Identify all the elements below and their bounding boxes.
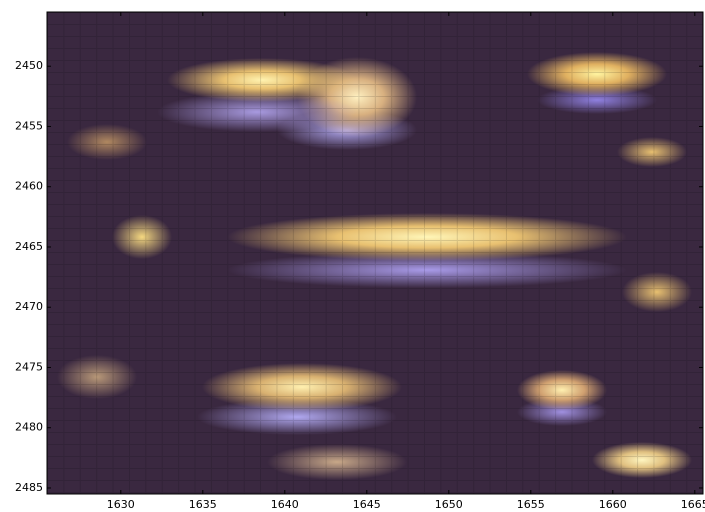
x-tick-label: 1660 [599,498,627,511]
y-tick-label: 2460 [15,180,43,193]
x-tick-label: 1655 [517,498,545,511]
x-tick-label: 1635 [189,498,217,511]
x-tick-label: 1665 [681,498,705,511]
y-tick-label: 2480 [15,421,43,434]
x-tick-label: 1640 [271,498,299,511]
chart: 1630 1635 1640 1645 1650 1655 1660 1665 2450 2455… [0,0,705,512]
y-tick-label: 2455 [15,119,43,132]
x-tick-label: 1630 [107,498,135,511]
y-tick-label: 2470 [15,300,43,313]
y-tick-label: 2465 [15,240,43,253]
x-tick-label: 1650 [435,498,463,511]
x-tick-label: 1645 [353,498,381,511]
y-tick-label: 2475 [15,360,43,373]
frame [47,12,703,494]
page: 1630 1635 1640 1645 1650 1655 1660 1665 2450 2455… [0,0,705,512]
y-tick-label: 2485 [15,481,43,494]
y-tick-label: 2450 [15,59,43,72]
